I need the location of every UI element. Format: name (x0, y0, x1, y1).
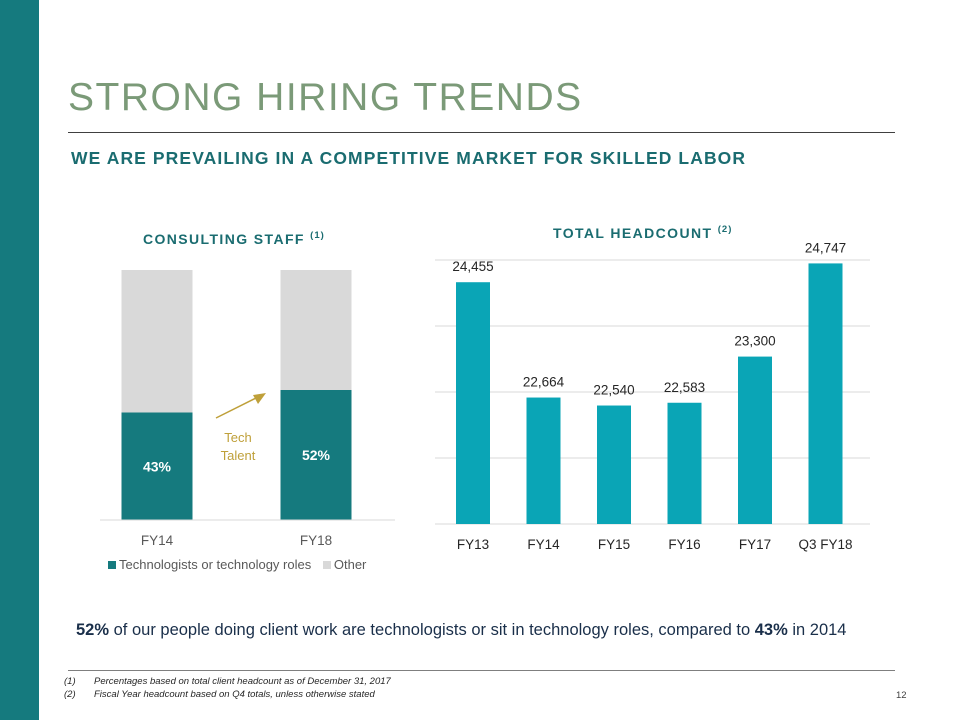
summary-pct-old: 43% (754, 621, 788, 639)
bar-tech-fy14 (121, 412, 193, 520)
tech-talent-label-line1: Tech (224, 430, 251, 445)
x-tick-label-fy17: FY17 (739, 537, 771, 552)
bar-fy13 (456, 282, 490, 524)
tech-talent-arrow-head (253, 393, 266, 404)
footnote-1-text: Percentages based on total client headco… (94, 676, 391, 687)
legend-item-other: Other (322, 557, 367, 572)
legend-swatch-other (322, 561, 331, 569)
x-tick-label-fy14: FY14 (527, 537, 560, 552)
footnote-1-number: (1) (64, 676, 76, 687)
page-title: STRONG HIRING TRENDS (68, 76, 583, 119)
bar-q3-fy18 (808, 263, 843, 524)
footnote-2-number: (2) (64, 689, 76, 700)
bar-fy16 (667, 402, 702, 524)
bar-other-fy14 (121, 270, 193, 413)
bar-other-fy18 (280, 270, 352, 390)
data-label-fy17: 23,300 (734, 334, 775, 349)
tech-talent-label-line2: Talent (221, 448, 256, 463)
x-tick-label-fy14: FY14 (141, 533, 174, 548)
x-tick-label-fy16: FY16 (668, 537, 700, 552)
consulting-staff-chart: 43% FY14 52% FY18 Tech Talent (100, 270, 395, 548)
summary-text-mid: of our people doing client work are tech… (109, 621, 755, 639)
x-tick-label-fy13: FY13 (457, 537, 489, 552)
x-tick-label-q3-fy18: Q3 FY18 (798, 537, 852, 552)
x-tick-label-fy18: FY18 (300, 533, 332, 548)
bar-tech-fy18 (280, 390, 352, 520)
bar-fy15 (597, 405, 631, 524)
bar-fy14 (526, 397, 561, 524)
page-number: 12 (896, 690, 907, 701)
data-label-q3-fy18: 24,747 (805, 240, 846, 255)
consulting-staff-title: CONSULTING STAFF (1) (143, 230, 325, 247)
consulting-staff-footnote-ref: (1) (310, 230, 325, 241)
data-label-tech-fy14: 43% (143, 458, 172, 474)
title-divider (68, 132, 895, 133)
consulting-staff-legend: Technologists or technology roles Other (108, 557, 374, 572)
bar-fy17 (738, 356, 772, 524)
summary-statement: 52% of our people doing client work are … (76, 621, 846, 640)
tech-talent-arrow-line (215, 396, 259, 419)
footnote-2-text: Fiscal Year headcount based on Q4 totals… (94, 689, 375, 700)
summary-text-end: in 2014 (787, 621, 847, 639)
summary-pct-new: 52% (76, 621, 110, 639)
data-label-fy16: 22,583 (664, 380, 705, 395)
data-label-fy14: 22,664 (523, 375, 565, 390)
total-headcount-chart: 24,455 FY13 22,664 FY14 22,540 FY15 22,583 FY16… (435, 240, 870, 552)
data-label-fy13: 24,455 (452, 259, 493, 274)
total-headcount-title: TOTAL HEADCOUNT (2) (553, 224, 732, 241)
page-subtitle: WE ARE PREVAILING IN A COMPETITIVE MARKE… (71, 148, 747, 168)
consulting-staff-title-text: CONSULTING STAFF (143, 231, 305, 247)
footer-divider (68, 670, 895, 671)
footnote-1: (1) Percentages based on total client hea… (64, 676, 391, 687)
data-label-tech-fy18: 52% (302, 447, 331, 463)
footnote-2: (2) Fiscal Year headcount based on Q4 tot… (64, 689, 375, 700)
legend-swatch-tech (108, 561, 116, 569)
total-headcount-title-text: TOTAL HEADCOUNT (553, 225, 713, 241)
data-label-fy15: 22,540 (593, 383, 634, 398)
legend-item-tech: Technologists or technology roles (108, 557, 311, 572)
side-accent-bar (0, 0, 39, 720)
legend-label-tech: Technologists or technology roles (119, 557, 312, 572)
legend-label-other: Other (333, 557, 367, 572)
total-headcount-footnote-ref: (2) (717, 224, 733, 235)
x-tick-label-fy15: FY15 (598, 537, 630, 552)
